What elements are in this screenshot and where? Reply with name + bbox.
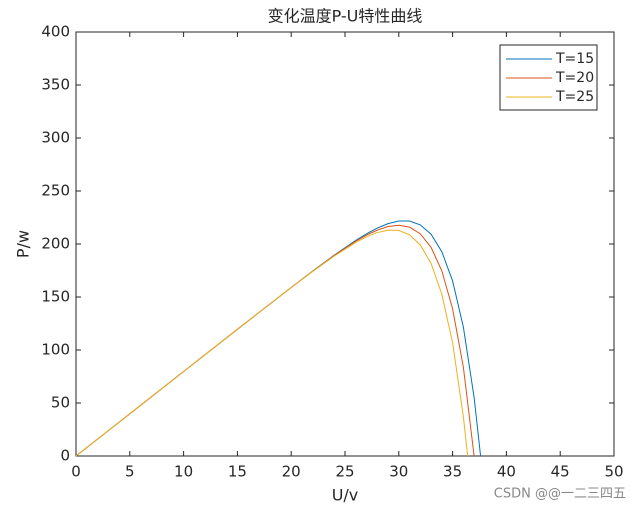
x-tick-label: 10 xyxy=(174,463,193,481)
x-tick-label: 40 xyxy=(497,463,516,481)
y-axis-label: P/w xyxy=(14,230,33,258)
y-tick-label: 100 xyxy=(41,341,70,359)
x-axis-label: U/v xyxy=(332,486,359,505)
y-tick-label: 250 xyxy=(41,182,70,200)
x-tick-label: 35 xyxy=(443,463,462,481)
y-tick-label: 0 xyxy=(60,447,70,465)
x-tick-label: 45 xyxy=(551,463,570,481)
x-tick-label: 15 xyxy=(228,463,247,481)
x-tick-label: 20 xyxy=(282,463,301,481)
legend-label: T=15 xyxy=(555,51,594,67)
y-tick-label: 50 xyxy=(51,394,70,412)
x-tick-label: 50 xyxy=(604,463,623,481)
y-tick-label: 350 xyxy=(41,76,70,94)
legend-label: T=20 xyxy=(555,70,594,86)
y-tick-label: 300 xyxy=(41,129,70,147)
y-tick-label: 400 xyxy=(41,23,70,41)
y-tick-label: 150 xyxy=(41,288,70,306)
x-tick-label: 25 xyxy=(335,463,354,481)
x-tick-label: 5 xyxy=(125,463,135,481)
chart-title: 变化温度P-U特性曲线 xyxy=(268,7,423,26)
series-line xyxy=(75,229,469,457)
x-tick-label: 30 xyxy=(389,463,408,481)
y-tick-label: 200 xyxy=(41,235,70,253)
x-tick-label: 0 xyxy=(71,463,81,481)
legend-label: T=25 xyxy=(555,89,594,105)
watermark: CSDN @@一二三四五 xyxy=(494,487,626,502)
